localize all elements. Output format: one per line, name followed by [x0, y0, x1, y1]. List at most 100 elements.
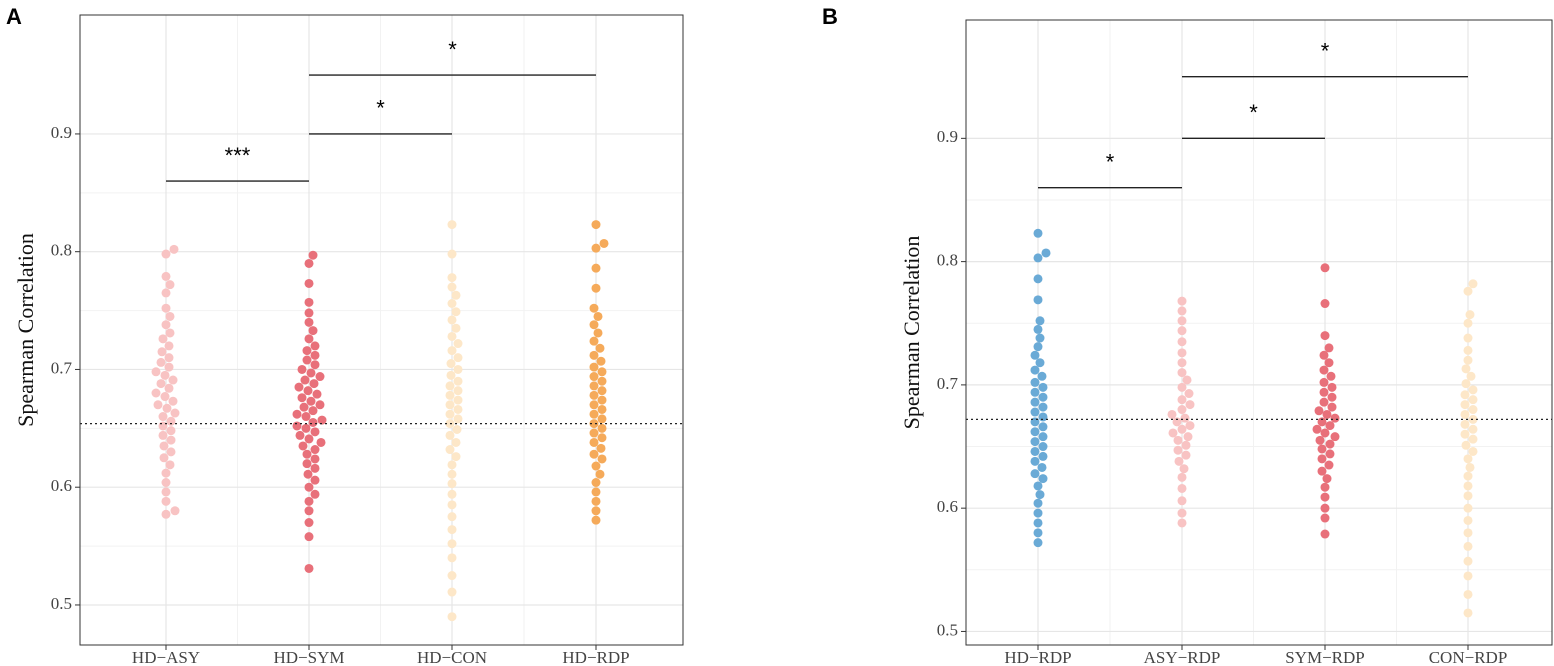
data-point [168, 396, 178, 406]
data-point [164, 341, 174, 351]
data-point [1168, 428, 1178, 438]
data-point [304, 563, 314, 573]
significance-label: * [1106, 149, 1115, 174]
data-point [599, 238, 609, 248]
data-point [304, 308, 314, 318]
data-point [591, 220, 601, 230]
data-point [451, 452, 461, 462]
data-point [589, 336, 599, 346]
panel-label: A [6, 4, 22, 29]
data-point [292, 409, 302, 419]
data-point [1463, 541, 1473, 551]
data-point [1468, 385, 1478, 395]
data-point [164, 383, 174, 393]
data-point [1033, 498, 1043, 508]
data-point [1177, 496, 1187, 506]
data-point [445, 409, 455, 419]
data-point [453, 376, 463, 386]
data-point [1033, 324, 1043, 334]
data-point [1177, 337, 1187, 347]
data-point [1325, 421, 1335, 431]
data-point [453, 414, 463, 424]
data-point [158, 334, 168, 344]
data-point [297, 364, 307, 374]
data-point [446, 370, 456, 380]
data-point [165, 460, 175, 470]
data-point [447, 571, 457, 581]
data-point [591, 461, 601, 471]
data-point [1033, 481, 1043, 491]
data-point [1038, 382, 1048, 392]
data-point [1320, 263, 1330, 273]
data-point [593, 311, 603, 321]
data-point [1038, 442, 1048, 452]
data-point [158, 421, 168, 431]
data-point [1035, 333, 1045, 343]
data-point [1038, 392, 1048, 402]
data-point [1317, 454, 1327, 464]
data-point [453, 364, 463, 374]
data-point [161, 320, 171, 330]
data-point [304, 506, 314, 516]
y-tick-label: 0.6 [51, 476, 72, 495]
data-point [161, 288, 171, 298]
data-point [1037, 371, 1047, 381]
data-point [1033, 508, 1043, 518]
data-point [1030, 456, 1040, 466]
data-point [447, 512, 457, 522]
data-point [1317, 444, 1327, 454]
data-point [299, 402, 309, 412]
data-point [292, 421, 302, 431]
data-point [1033, 253, 1043, 263]
data-point [304, 518, 314, 528]
y-tick-label: 0.5 [937, 620, 958, 639]
data-point [310, 454, 320, 464]
data-point [1182, 375, 1192, 385]
data-point [1315, 435, 1325, 445]
data-point [1181, 440, 1191, 450]
data-point [1465, 462, 1475, 472]
data-point [1320, 529, 1330, 539]
plot-border [965, 19, 1553, 646]
data-point [1461, 364, 1471, 374]
data-point [447, 539, 457, 549]
data-point [166, 435, 176, 445]
data-point [447, 587, 457, 597]
y-tick-label: 0.9 [937, 127, 958, 146]
data-point [1320, 299, 1330, 309]
data-point [302, 346, 312, 356]
data-point [447, 469, 457, 479]
data-point [597, 423, 607, 433]
x-tick-label: HD−RDP [1004, 648, 1071, 666]
data-point [304, 496, 314, 506]
data-point [1174, 456, 1184, 466]
data-point [315, 400, 325, 410]
data-point [161, 509, 171, 519]
data-point [445, 390, 455, 400]
data-point [310, 341, 320, 351]
data-point [1030, 427, 1040, 437]
data-point [589, 428, 599, 438]
data-point [310, 475, 320, 485]
data-point [447, 500, 457, 510]
x-tick-label: HD−ASY [132, 648, 200, 666]
data-point [453, 353, 463, 363]
data-point [447, 612, 457, 622]
data-point [309, 379, 319, 389]
data-point [1035, 316, 1045, 326]
data-point [447, 315, 457, 325]
data-point [447, 479, 457, 489]
data-point [589, 362, 599, 372]
data-point [591, 487, 601, 497]
data-point [1177, 368, 1187, 378]
data-point [317, 415, 327, 425]
data-point [161, 477, 171, 487]
data-point [1463, 471, 1473, 481]
data-point [297, 393, 307, 403]
data-point [1463, 355, 1473, 365]
data-point [157, 347, 167, 357]
data-point [301, 412, 311, 422]
x-tick-label: HD−RDP [562, 648, 629, 666]
data-point [591, 496, 601, 506]
